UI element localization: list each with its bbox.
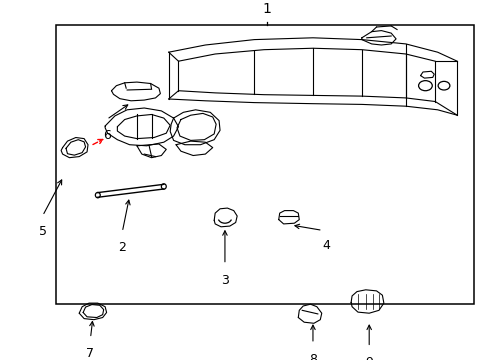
Text: 2: 2 bbox=[118, 241, 126, 254]
Text: 1: 1 bbox=[262, 2, 270, 16]
Text: 8: 8 bbox=[308, 353, 316, 360]
Text: 7: 7 bbox=[86, 347, 94, 360]
Text: 3: 3 bbox=[221, 274, 228, 287]
Text: 9: 9 bbox=[365, 356, 372, 360]
Bar bbox=[56, 25, 473, 304]
Text: 4: 4 bbox=[322, 239, 330, 252]
Text: 5: 5 bbox=[39, 225, 46, 238]
Text: 6: 6 bbox=[102, 129, 110, 141]
